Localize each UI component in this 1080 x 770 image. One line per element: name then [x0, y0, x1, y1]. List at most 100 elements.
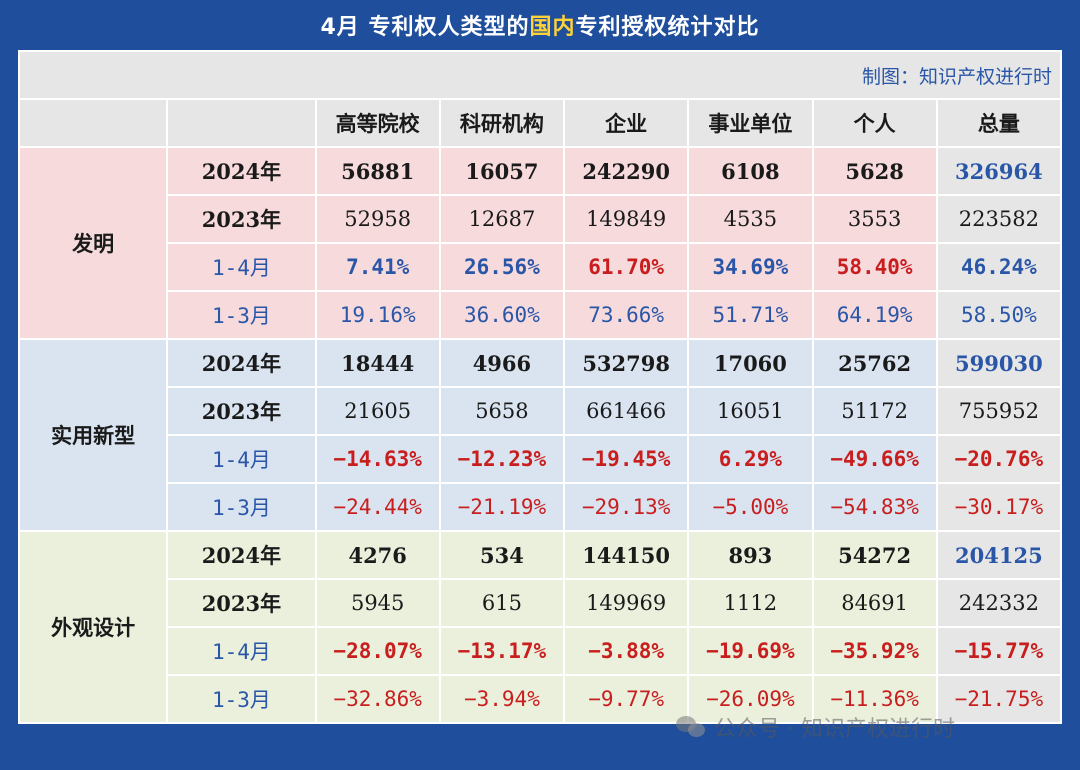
cell-total: 58.50% — [937, 292, 1060, 338]
cell-universities: 4276 — [316, 532, 439, 578]
row-label: 2023年 — [168, 388, 315, 434]
cell-public-institutions: −26.09% — [689, 676, 812, 722]
cell-total: −21.75% — [937, 676, 1060, 722]
header-row: 高等院校 科研机构 企业 事业单位 个人 总量 — [20, 100, 1060, 146]
header-empty-2 — [168, 100, 315, 146]
cell-universities: 19.16% — [316, 292, 439, 338]
cell-individuals: −54.83% — [813, 484, 936, 530]
cell-individuals: −11.36% — [813, 676, 936, 722]
cell-universities: 21605 — [316, 388, 439, 434]
cell-public-institutions: 6.29% — [689, 436, 812, 482]
cell-total: −30.17% — [937, 484, 1060, 530]
cell-research-institutes: 36.60% — [440, 292, 564, 338]
title-suffix: 专利授权统计对比 — [575, 15, 760, 40]
credit-row: 制图：知识产权进行时 — [20, 52, 1060, 98]
cell-total: 242332 — [937, 580, 1060, 626]
cell-total: 599030 — [937, 340, 1060, 386]
table-row: 1-4月 −14.63% −12.23% −19.45% 6.29% −49.66% −20… — [20, 436, 1060, 482]
cell-enterprises: 149849 — [565, 196, 688, 242]
cell-total: −15.77% — [937, 628, 1060, 674]
cell-enterprises: −3.88% — [565, 628, 688, 674]
cell-research-institutes: −21.19% — [440, 484, 564, 530]
cell-universities: −14.63% — [316, 436, 439, 482]
cell-public-institutions: 6108 — [689, 148, 812, 194]
cell-research-institutes: −12.23% — [440, 436, 564, 482]
cell-universities: 7.41% — [316, 244, 439, 290]
cell-enterprises: −19.45% — [565, 436, 688, 482]
row-label: 2023年 — [168, 196, 315, 242]
section-invention: 发明 2024年 56881 16057 242290 6108 5628 326964 202… — [20, 148, 1060, 338]
row-label: 1-4月 — [168, 244, 315, 290]
cell-universities: −32.86% — [316, 676, 439, 722]
cell-universities: 18444 — [316, 340, 439, 386]
cell-enterprises: −9.77% — [565, 676, 688, 722]
col-header-research-institutes: 科研机构 — [440, 100, 564, 146]
table-row: 实用新型 2024年 18444 4966 532798 17060 25762 599030 — [20, 340, 1060, 530]
cell-universities: 56881 — [316, 148, 439, 194]
cell-individuals: 64.19% — [813, 292, 936, 338]
cell-public-institutions: 893 — [689, 532, 812, 578]
cell-public-institutions: 34.69% — [689, 244, 812, 290]
cell-enterprises: 144150 — [565, 532, 688, 578]
cell-research-institutes: 4966 — [440, 340, 564, 386]
cell-research-institutes: −13.17% — [440, 628, 564, 674]
cell-enterprises: −29.13% — [565, 484, 688, 530]
cell-total: 223582 — [937, 196, 1060, 242]
title-prefix: 4月 专利权人类型的 — [320, 15, 530, 40]
cell-research-institutes: 534 — [440, 532, 564, 578]
cell-research-institutes: 26.56% — [440, 244, 564, 290]
col-header-public-institutions: 事业单位 — [689, 100, 812, 146]
row-label: 1-4月 — [168, 628, 315, 674]
page-title: 4月 专利权人类型的 国内 专利授权统计对比 — [0, 0, 1080, 50]
cell-universities: 52958 — [316, 196, 439, 242]
cell-enterprises: 61.70% — [565, 244, 688, 290]
cell-research-institutes: 16057 — [440, 148, 564, 194]
table-row: 2023年 21605 5658 661466 16051 51172 755952 — [20, 388, 1060, 434]
section-utility: 实用新型 2024年 18444 4966 532798 17060 25762 599030… — [20, 340, 1060, 530]
title-highlight: 国内 — [529, 15, 576, 40]
cell-public-institutions: 51.71% — [689, 292, 812, 338]
cell-individuals: 54272 — [813, 532, 936, 578]
cell-total: 46.24% — [937, 244, 1060, 290]
cell-public-institutions: −5.00% — [689, 484, 812, 530]
section-design: 外观设计 2024年 4276 534 144150 893 54272 204125 2023… — [20, 532, 1060, 722]
row-label: 1-3月 — [168, 484, 315, 530]
row-label: 1-3月 — [168, 292, 315, 338]
cell-individuals: 25762 — [813, 340, 936, 386]
row-label: 2024年 — [168, 532, 315, 578]
cell-individuals: 58.40% — [813, 244, 936, 290]
cell-public-institutions: 16051 — [689, 388, 812, 434]
category-label-utility: 实用新型 — [20, 340, 167, 530]
cell-individuals: −35.92% — [813, 628, 936, 674]
cell-individuals: 84691 — [813, 580, 936, 626]
col-header-enterprises: 企业 — [565, 100, 688, 146]
cell-enterprises: 532798 — [565, 340, 688, 386]
col-header-total: 总量 — [937, 100, 1060, 146]
cell-research-institutes: −3.94% — [440, 676, 564, 722]
table-row: 1-4月 7.41% 26.56% 61.70% 34.69% 58.40% 46.24% — [20, 244, 1060, 290]
category-label-design: 外观设计 — [20, 532, 167, 722]
table-row: 发明 2024年 56881 16057 242290 6108 5628 326964 — [20, 148, 1060, 338]
cell-enterprises: 73.66% — [565, 292, 688, 338]
cell-enterprises: 149969 — [565, 580, 688, 626]
table-row: 1-3月 −24.44% −21.19% −29.13% −5.00% −54.83% −3… — [20, 484, 1060, 530]
cell-individuals: −49.66% — [813, 436, 936, 482]
table-row: 1-3月 −32.86% −3.94% −9.77% −26.09% −11.36% −21… — [20, 676, 1060, 722]
table-row: 1-3月 19.16% 36.60% 73.66% 51.71% 64.19% 58.50% — [20, 292, 1060, 338]
cell-individuals: 5628 — [813, 148, 936, 194]
cell-research-institutes: 5658 — [440, 388, 564, 434]
cell-total: 204125 — [937, 532, 1060, 578]
row-label: 1-3月 — [168, 676, 315, 722]
cell-public-institutions: 4535 — [689, 196, 812, 242]
cell-individuals: 3553 — [813, 196, 936, 242]
cell-enterprises: 661466 — [565, 388, 688, 434]
cell-total: 755952 — [937, 388, 1060, 434]
col-header-universities: 高等院校 — [316, 100, 439, 146]
cell-individuals: 51172 — [813, 388, 936, 434]
cell-research-institutes: 615 — [440, 580, 564, 626]
cell-universities: −28.07% — [316, 628, 439, 674]
header-empty-1 — [20, 100, 167, 146]
cell-public-institutions: 1112 — [689, 580, 812, 626]
col-header-individuals: 个人 — [813, 100, 936, 146]
table-row: 2023年 52958 12687 149849 4535 3553 223582 — [20, 196, 1060, 242]
